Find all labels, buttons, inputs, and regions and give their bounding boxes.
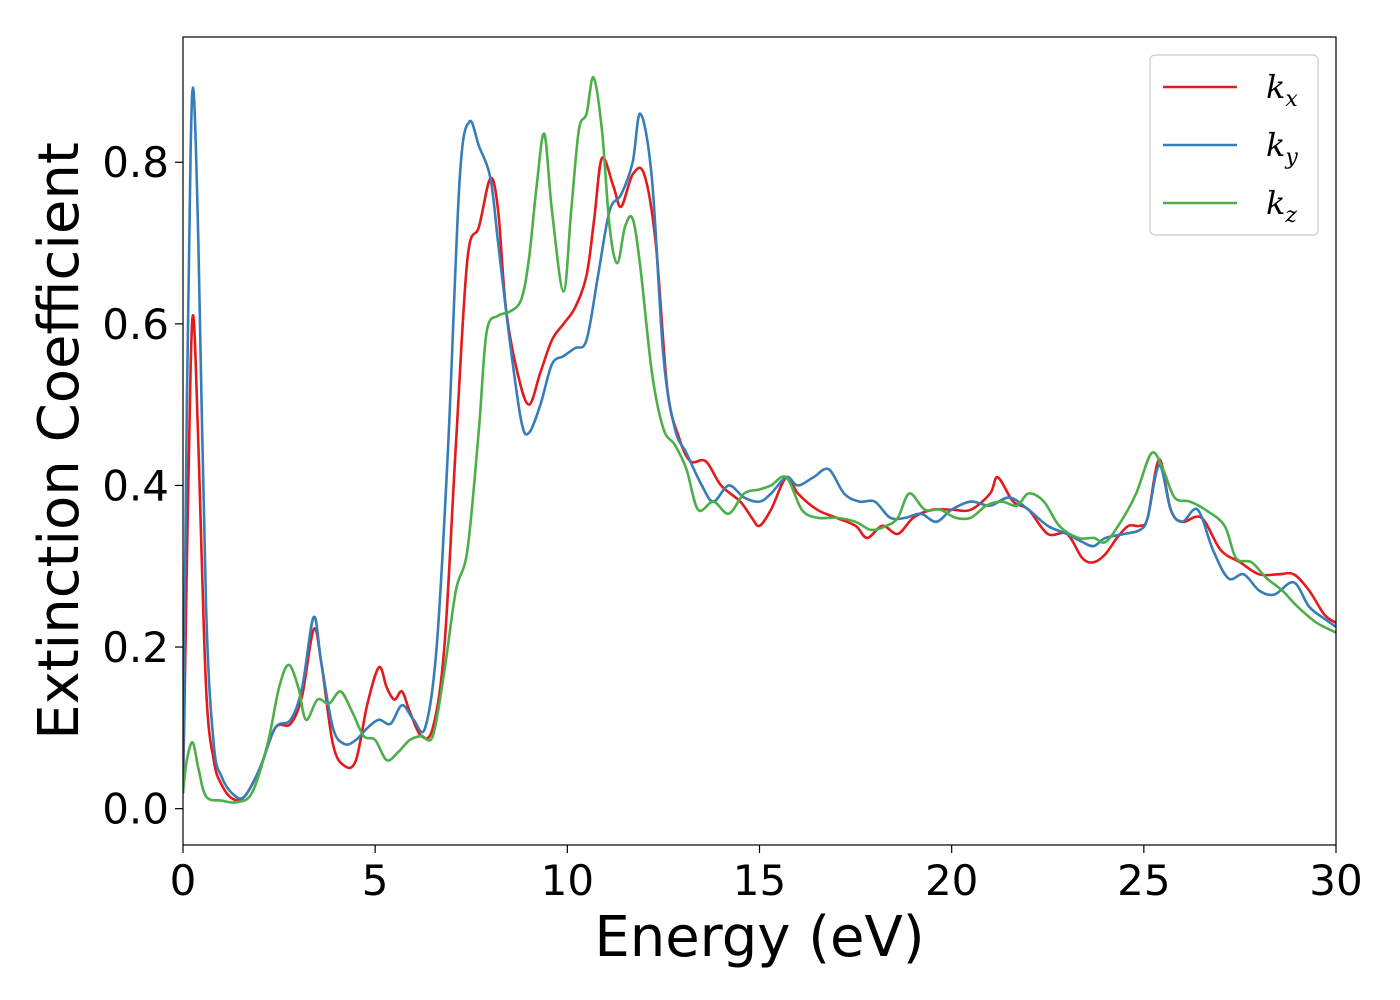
y-tick-label: 0.0: [102, 785, 169, 834]
x-tick-label: 30: [1309, 856, 1362, 905]
y-tick-label: 0.4: [102, 461, 169, 510]
x-tick-label: 15: [733, 856, 786, 905]
x-axis: 0 5 10 15 20 25 30: [170, 845, 1363, 905]
x-axis-title: Energy (eV): [594, 905, 924, 970]
y-tick-label: 0.6: [102, 300, 169, 349]
legend-label-kx: kx: [1266, 68, 1298, 112]
series-line-kx: [183, 156, 1336, 802]
x-tick-label: 10: [541, 856, 594, 905]
x-tick-label: 20: [925, 856, 978, 905]
x-tick-label: 25: [1117, 856, 1170, 905]
series-line-kz: [183, 76, 1336, 804]
x-tick-label: 0: [170, 856, 197, 905]
x-tick-label: 5: [362, 856, 389, 905]
y-axis-title: Extinction Coefficient: [27, 142, 92, 740]
series-line-ky: [183, 86, 1336, 800]
y-tick-label: 0.2: [102, 623, 169, 672]
y-axis: 0.0 0.2 0.4 0.6 0.8: [102, 138, 183, 834]
series-layer: [183, 76, 1336, 804]
y-tick-label: 0.8: [102, 138, 169, 187]
